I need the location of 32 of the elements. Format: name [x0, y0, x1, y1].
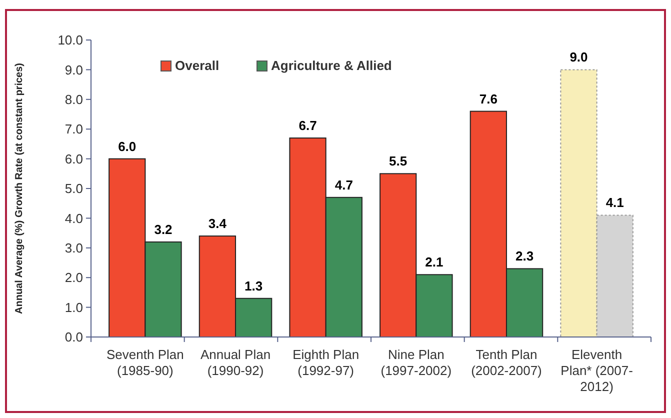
x-tick-label: Seventh Plan (1985-90) — [106, 347, 184, 378]
data-label: 2.1 — [425, 254, 444, 270]
data-label: 1.3 — [244, 278, 263, 294]
data-label: 7.6 — [479, 91, 498, 106]
y-tick-label: 2.0 — [64, 270, 83, 286]
legend-label: Overall — [175, 58, 220, 73]
data-label: 5.5 — [389, 154, 408, 169]
y-tick-label: 0.0 — [64, 330, 83, 345]
y-tick-label: 6.0 — [64, 151, 83, 166]
data-label: 4.1 — [606, 195, 624, 210]
y-tick-label: 3.0 — [64, 240, 83, 256]
y-tick-label: 10.0 — [58, 32, 83, 48]
legend-label: Agriculture & Allied — [271, 58, 392, 73]
x-tick-label: Eleventh Plan* (2007-2012) — [560, 347, 633, 394]
x-tick-label: Eighth Plan (1992-97) — [292, 347, 360, 378]
x-tick-label: Tenth Plan (2002-2007) — [471, 347, 542, 378]
data-label: 3.4 — [208, 216, 228, 232]
data-label: 3.2 — [154, 222, 172, 237]
y-tick-label: 8.0 — [64, 92, 83, 107]
data-label: 9.0 — [570, 50, 588, 65]
data-label: 6.7 — [298, 118, 317, 134]
y-tick-label: 5.0 — [64, 181, 83, 196]
y-tick-label: 1.0 — [64, 300, 83, 315]
y-tick-label: 7.0 — [64, 122, 83, 137]
y-tick-label: 9.0 — [64, 62, 83, 78]
y-tick-label: 4.0 — [64, 210, 83, 226]
data-label: 4.7 — [334, 177, 353, 192]
x-tick-label: Annual Plan (1990-92) — [200, 347, 271, 378]
x-tick-label: Nine Plan (1997-2002) — [380, 347, 452, 378]
y-axis-title: Annual Average (%) Growth Rate (at constant prices) — [14, 63, 25, 314]
data-label: 6.0 — [118, 138, 136, 154]
data-label: 2.3 — [516, 248, 534, 264]
